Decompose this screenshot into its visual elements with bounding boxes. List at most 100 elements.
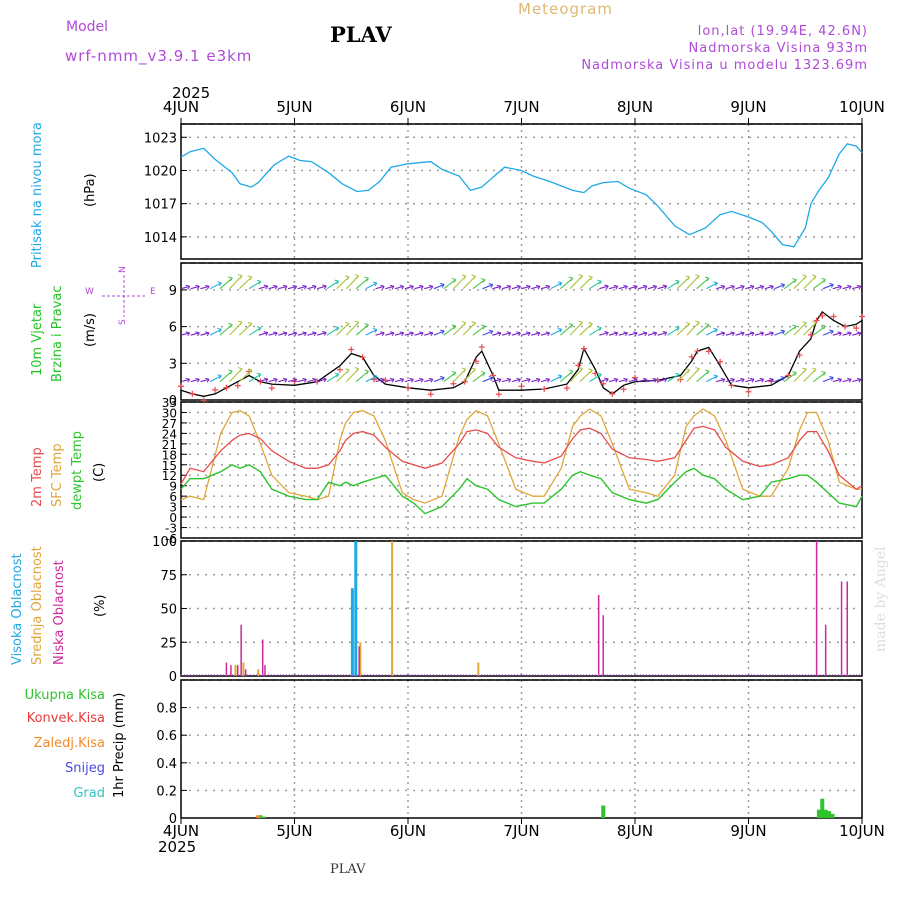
- wind-arrow: [842, 378, 852, 383]
- wind-arrow: [618, 332, 628, 336]
- wind-arrow: [521, 378, 531, 383]
- wind-speed-marker: [189, 390, 196, 397]
- wind-arrow: [365, 328, 378, 336]
- wind-arrow-head: [237, 274, 243, 279]
- wind-arrow-head: [399, 284, 405, 290]
- panel-frame: [180, 540, 863, 677]
- panel-frame: [180, 262, 863, 401]
- wind-speed-marker: [620, 386, 627, 393]
- wind-arrow: [783, 372, 797, 383]
- wind-arrow: [287, 285, 297, 290]
- wind-arrow: [676, 276, 690, 290]
- wind-arrow-head: [662, 284, 668, 290]
- wind-arrow-head: [811, 367, 817, 373]
- wind-arrow: [715, 285, 725, 290]
- wind-arrow-head: [837, 377, 842, 383]
- wind-arrow-head: [604, 331, 609, 336]
- wind-arrow-head: [526, 377, 531, 383]
- wind-arrow: [307, 332, 317, 336]
- wind-speed-marker: [336, 366, 343, 373]
- wind-arrow: [706, 282, 718, 290]
- wind-arrow-head: [205, 331, 210, 337]
- wind-arrow: [424, 285, 434, 290]
- wind-arrow: [852, 378, 862, 383]
- wind-arrow-head: [704, 323, 710, 328]
- wind-arrow: [317, 331, 327, 336]
- wind-arrow-head: [792, 278, 797, 283]
- wind-arrow-head: [730, 331, 735, 337]
- wind-arrow-head: [451, 278, 457, 283]
- wind-arrow: [414, 378, 424, 383]
- wind-arrow: [433, 330, 445, 336]
- wind-arrow: [696, 370, 710, 383]
- wind-speed-marker: [490, 372, 497, 379]
- wind-arrow-head: [292, 377, 298, 383]
- precip-total-bar: [261, 816, 266, 818]
- wind-arrow-head: [759, 331, 765, 337]
- wind-arrow: [686, 368, 700, 383]
- wind-arrow: [375, 285, 385, 290]
- wind-arrow: [608, 332, 618, 336]
- wind-speed-marker: [609, 390, 616, 397]
- wind-arrow-head: [312, 331, 317, 337]
- wind-arrow: [647, 378, 657, 383]
- wind-arrow-head: [557, 281, 563, 287]
- wind-arrow: [394, 332, 404, 336]
- wind-arrow-head: [273, 377, 278, 383]
- wind-arrow-head: [740, 284, 745, 290]
- x-tick-label-bottom: 6JUN: [390, 822, 426, 840]
- wind-arrow-head: [713, 327, 718, 333]
- precip-total-bar: [827, 811, 832, 818]
- wind-arrow: [657, 285, 667, 290]
- wind-arrow: [219, 324, 233, 336]
- precip-label-snow: Snijeg: [65, 761, 105, 776]
- wind-arrow: [345, 321, 360, 336]
- wind-arrow: [599, 285, 609, 290]
- wind-arrow: [764, 378, 774, 383]
- wind-arrow-head: [516, 377, 521, 383]
- x-tick-label-bottom: 9JUN: [730, 822, 766, 840]
- wind-arrow-head: [292, 284, 298, 290]
- low-cloud-bar: [602, 615, 604, 676]
- wind-arrow: [793, 275, 807, 290]
- y-tick-label: 0: [169, 670, 177, 685]
- wind-arrow: [735, 378, 745, 383]
- wind-arrow-head: [247, 368, 253, 374]
- wind-arrow: [190, 378, 200, 383]
- wind-arrow: [462, 275, 476, 290]
- wind-arrow-head: [685, 321, 691, 327]
- wind-arrow: [560, 370, 574, 383]
- wind-arrow-head: [380, 331, 385, 337]
- x-tick-label-bottom: 8JUN: [617, 822, 653, 840]
- wind-arrow: [813, 279, 826, 290]
- wind-arrow-head: [695, 320, 700, 326]
- wind-arrow-head: [704, 276, 710, 282]
- panel-frame: [180, 679, 863, 819]
- wind-arrow-head: [720, 377, 726, 383]
- wind-arrow: [443, 279, 457, 290]
- wind-speed-marker: [688, 353, 695, 360]
- wind-arrow-head: [652, 377, 658, 383]
- wind-arrow: [219, 277, 233, 290]
- footer-station: PLAV: [330, 862, 366, 877]
- x-tick-label-top: 10JUN: [839, 98, 885, 116]
- wind-speed-marker: [841, 323, 848, 330]
- wind-arrow-head: [419, 377, 424, 383]
- wind-arrow-head: [364, 369, 369, 375]
- wind-arrow: [385, 332, 395, 336]
- wind-arrow-head: [205, 284, 210, 290]
- wind-arrow: [482, 284, 493, 290]
- wind-arrow-head: [389, 377, 395, 383]
- wind-speed-marker: [223, 384, 230, 391]
- wind-speed-marker: [473, 358, 480, 365]
- y-tick-label: 33: [162, 396, 177, 410]
- wind-arrow: [638, 378, 648, 383]
- wind-speed-marker: [796, 352, 803, 359]
- wind-arrow: [511, 285, 521, 290]
- wind-arrow-head: [642, 331, 648, 337]
- low-cloud-bar: [358, 646, 360, 676]
- wind-speed-marker: [234, 382, 241, 389]
- wind-arrow: [676, 323, 690, 336]
- wind-arrow: [832, 378, 842, 383]
- wind-speed-marker: [200, 397, 207, 404]
